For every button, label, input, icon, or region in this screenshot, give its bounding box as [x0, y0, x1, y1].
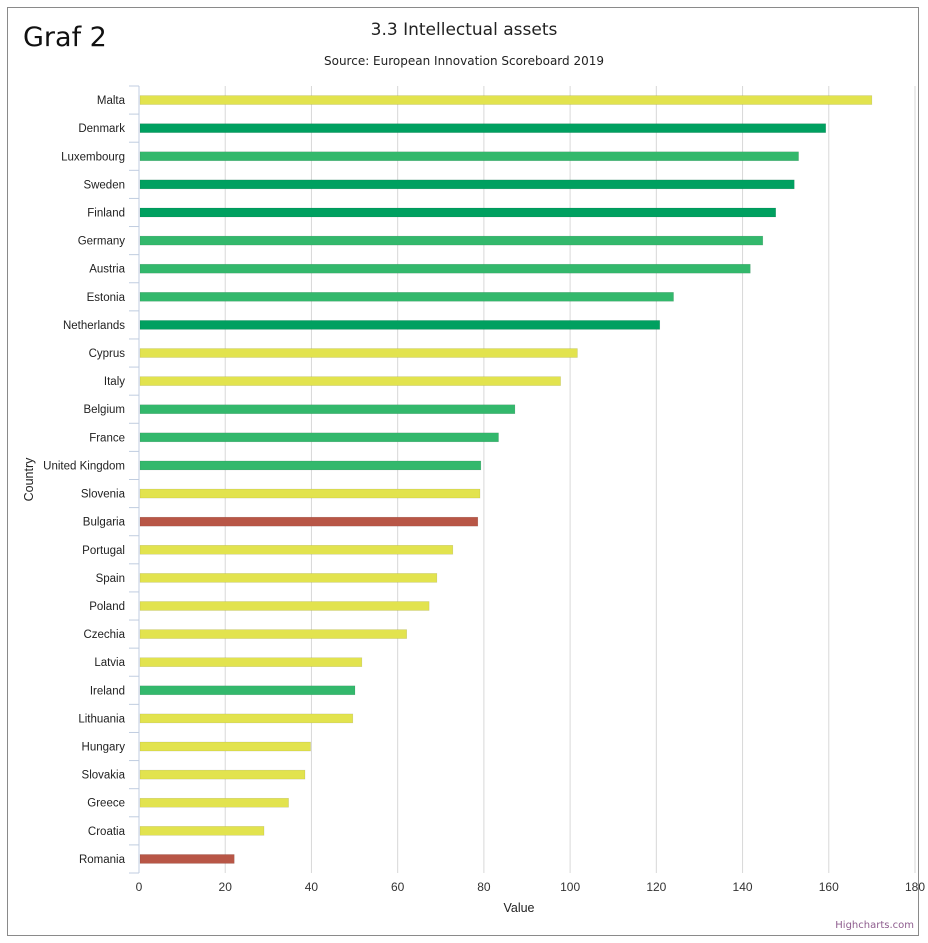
bar-luxembourg[interactable] — [139, 151, 799, 162]
category-label: Cyprus — [89, 348, 126, 360]
category-label: Sweden — [83, 179, 125, 191]
bar-lithuania[interactable] — [139, 713, 354, 724]
bar-united-kingdom[interactable] — [139, 460, 482, 471]
bar-germany[interactable] — [139, 235, 764, 246]
value-tick-label: 80 — [477, 880, 491, 894]
bar-ireland[interactable] — [139, 685, 356, 696]
category-label: Lithuania — [78, 713, 125, 725]
bar-slovakia[interactable] — [139, 769, 306, 780]
bar-latvia[interactable] — [139, 657, 363, 667]
chart-frame — [7, 7, 919, 936]
figure-label: Graf 2 — [23, 22, 107, 53]
category-label: Czechia — [83, 629, 125, 641]
value-tick-label: 160 — [819, 880, 839, 894]
bar-bulgaria[interactable] — [139, 516, 479, 527]
bar-italy[interactable] — [139, 376, 561, 386]
category-label: Malta — [97, 95, 126, 107]
category-label: United Kingdom — [43, 460, 125, 472]
bar-portugal[interactable] — [139, 545, 454, 555]
bar-estonia[interactable] — [139, 292, 674, 302]
category-label: Ireland — [90, 685, 125, 697]
category-label: Belgium — [83, 404, 125, 416]
category-label: Hungary — [82, 742, 126, 754]
bar-malta[interactable] — [139, 95, 873, 105]
category-label: Croatia — [88, 826, 126, 838]
category-label: France — [89, 432, 125, 444]
bars — [139, 95, 873, 864]
category-label: Portugal — [82, 545, 125, 557]
bar-poland[interactable] — [139, 601, 430, 611]
bar-slovenia[interactable] — [139, 488, 481, 499]
bar-france[interactable] — [139, 432, 499, 443]
bar-belgium[interactable] — [139, 404, 516, 414]
category-label: Netherlands — [63, 320, 125, 332]
bar-hungary[interactable] — [139, 741, 311, 752]
category-label: Latvia — [94, 657, 125, 669]
value-tick-label: 100 — [560, 880, 580, 894]
category-label: Austria — [89, 264, 125, 276]
category-label: Poland — [89, 601, 125, 613]
chart-subtitle: Source: European Innovation Scoreboard 2… — [323, 54, 604, 68]
category-label: Spain — [96, 573, 125, 585]
bar-netherlands[interactable] — [139, 320, 661, 330]
gridlines — [138, 86, 916, 873]
bar-finland[interactable] — [139, 207, 777, 218]
bar-romania[interactable] — [139, 854, 235, 864]
category-label: Finland — [87, 207, 125, 219]
value-tick-labels: 0 20 40 60 80 100 120 140 160 180 — [136, 880, 926, 894]
category-label: Germany — [78, 236, 126, 248]
category-label: Greece — [87, 798, 125, 810]
credits-link[interactable]: Highcharts.com — [835, 920, 914, 931]
bar-sweden[interactable] — [139, 179, 795, 190]
value-tick-label: 180 — [905, 880, 925, 894]
category-label: Slovakia — [82, 770, 126, 782]
category-label: Italy — [104, 376, 125, 388]
category-label: Denmark — [78, 123, 125, 135]
value-tick-label: 0 — [136, 880, 143, 894]
chart-title: 3.3 Intellectual assets — [370, 20, 558, 40]
bar-greece[interactable] — [139, 797, 289, 808]
bar-czechia[interactable] — [139, 629, 407, 639]
category-label: Slovenia — [81, 489, 126, 501]
bar-austria[interactable] — [139, 263, 751, 274]
y-axis-title: Value — [503, 901, 534, 915]
category-axis-ticks — [129, 85, 139, 874]
value-tick-label: 20 — [219, 880, 233, 894]
bar-croatia[interactable] — [139, 826, 265, 836]
value-tick-label: 140 — [733, 880, 753, 894]
x-axis-title: Country — [22, 457, 36, 502]
bar-cyprus[interactable] — [139, 348, 578, 358]
bar-denmark[interactable] — [139, 123, 827, 133]
bar-spain[interactable] — [139, 573, 438, 583]
category-label: Romania — [79, 854, 126, 866]
value-tick-label: 120 — [646, 880, 666, 894]
category-label: Bulgaria — [83, 517, 126, 529]
value-tick-label: 60 — [391, 880, 405, 894]
category-label: Estonia — [87, 292, 126, 304]
category-labels: Malta Denmark Luxembourg Sweden Finland Germa… — [43, 95, 125, 866]
category-label: Luxembourg — [61, 151, 125, 163]
value-tick-label: 40 — [305, 880, 319, 894]
